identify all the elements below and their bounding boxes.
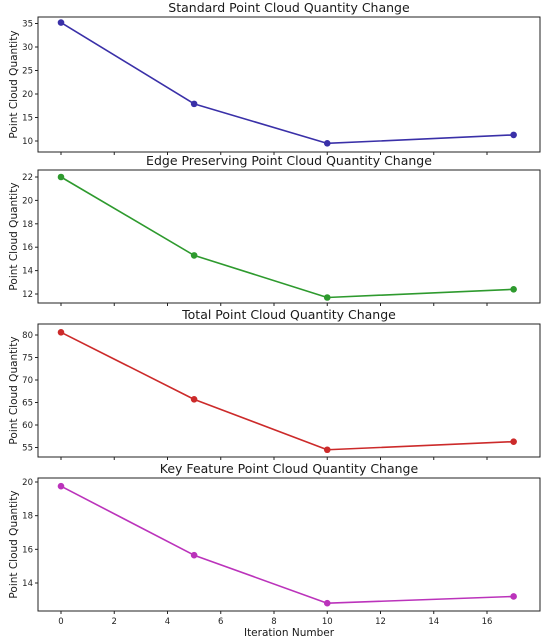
y-axis-label: Point Cloud Quantity [8,490,20,598]
data-point [323,294,331,301]
y-axis-label: Point Cloud Quantity [8,336,20,444]
chart-edge-preserving-panel: Edge Preserving Point Cloud Quantity Cha… [8,153,541,306]
chart-title: Key Feature Point Cloud Quantity Change [160,461,419,476]
chart-title: Standard Point Cloud Quantity Change [168,0,410,15]
data-point [510,286,517,293]
y-tick-label: 12 [22,290,33,300]
y-tick-label: 75 [22,354,33,364]
y-tick-label: 15 [22,114,33,124]
plot-frame [37,323,541,458]
y-tick-label: 25 [22,67,33,77]
data-point [323,446,331,454]
data-point [190,252,198,259]
data-point [57,482,65,490]
chart-title: Total Point Cloud Quantity Change [181,307,396,322]
y-tick-label: 18 [22,220,33,230]
series-line [60,485,514,605]
x-axis-label: Iteration Number [244,627,335,639]
x-tick-label: 12 [375,617,386,627]
y-tick-label: 70 [22,376,33,386]
data-point [510,438,517,445]
y-tick-label: 16 [22,243,33,253]
series-line [60,176,514,299]
x-tick-label: 2 [112,617,117,627]
data-point [323,140,331,147]
chart-key-feature-panel: Key Feature Point Cloud Quantity Change P… [8,461,541,639]
y-tick-label: 10 [22,137,33,147]
y-tick-label: 35 [22,20,33,30]
y-tick-label: 14 [22,267,33,277]
y-tick-label: 60 [22,421,33,431]
x-tick-label: 4 [165,617,170,627]
plot-frame [37,477,541,612]
y-tick-label: 16 [22,545,33,555]
plot-frame [37,16,541,153]
y-tick-label: 55 [22,444,33,454]
series-line [60,331,514,451]
data-point [510,593,517,600]
y-tick-label: 20 [22,478,33,488]
y-tick-label: 20 [22,196,33,206]
y-tick-label: 18 [22,512,33,522]
data-point [57,329,65,336]
x-tick-label: 16 [482,617,493,627]
x-tick-label: 6 [218,617,223,627]
chart-standard-panel: Standard Point Cloud Quantity Change Poin… [8,0,541,155]
data-point [323,599,331,607]
y-axis-label: Point Cloud Quantity [8,182,20,290]
y-tick-label: 30 [22,43,33,53]
plot-frame [37,169,541,304]
y-axis-label: Point Cloud Quantity [8,30,20,138]
data-point [57,173,65,181]
data-point [190,396,198,403]
chart-total-panel: Total Point Cloud Quantity Change Point C… [8,307,541,460]
data-point [510,131,517,139]
data-point [57,19,65,26]
y-tick-label: 65 [22,399,33,409]
chart-title: Edge Preserving Point Cloud Quantity Cha… [146,153,432,168]
series-line [60,21,514,145]
y-tick-label: 22 [22,173,33,183]
x-tick-label: 10 [322,617,333,627]
y-tick-label: 14 [22,579,33,589]
y-tick-label: 20 [22,90,33,100]
data-point [190,551,198,559]
x-tick-label: 0 [58,617,63,627]
y-tick-label: 80 [22,331,33,341]
x-tick-label: 14 [428,617,439,627]
data-point [190,100,198,108]
x-tick-label: 8 [271,617,276,627]
